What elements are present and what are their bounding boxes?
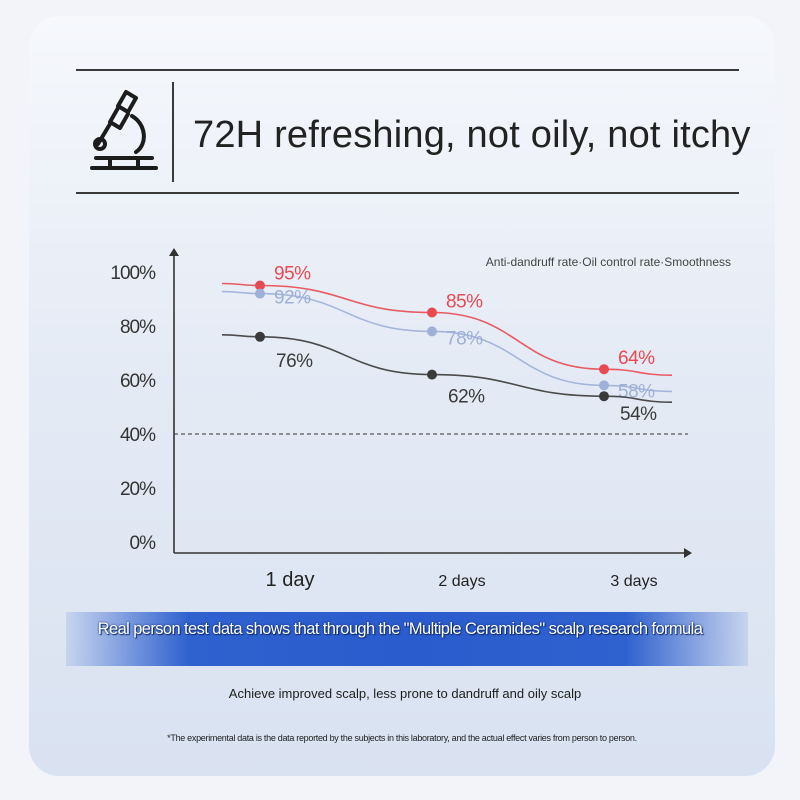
data-point — [255, 280, 265, 291]
data-label: 85% — [446, 292, 483, 313]
x-axis-arrow — [684, 548, 692, 558]
y-tick-label: 40% — [120, 425, 156, 446]
data-point — [427, 326, 437, 337]
y-tick-label: 100% — [110, 263, 156, 284]
header-divider — [76, 192, 739, 194]
header-separator — [172, 82, 174, 182]
data-label: 54% — [620, 404, 657, 425]
data-point — [599, 391, 609, 402]
data-point — [255, 288, 265, 299]
footnote: *The experimental data is the data repor… — [167, 733, 637, 743]
data-label: 62% — [448, 387, 485, 408]
banner-text: Real person test data shows that through… — [97, 620, 703, 638]
data-label: 95% — [274, 264, 311, 285]
data-point — [599, 380, 609, 391]
top-divider — [76, 69, 739, 71]
y-tick-label: 0% — [130, 533, 157, 554]
y-tick-label: 60% — [120, 371, 156, 392]
y-tick-label: 20% — [120, 479, 156, 500]
y-tick-label: 80% — [120, 317, 156, 338]
data-point — [255, 331, 265, 342]
x-tick-label: 1 day — [266, 569, 315, 591]
y-axis-arrow — [169, 248, 179, 256]
data-label: 92% — [274, 288, 311, 309]
banner — [66, 612, 748, 666]
data-label: 78% — [446, 328, 483, 349]
subtitle: Achieve improved scalp, less prone to da… — [228, 686, 582, 701]
microscope-icon — [90, 90, 158, 170]
data-point — [427, 307, 437, 318]
x-tick-label: 3 days — [610, 573, 657, 590]
data-label: 76% — [276, 351, 313, 372]
x-tick-label: 2 days — [438, 573, 485, 590]
data-point — [599, 364, 609, 375]
data-label: 64% — [618, 348, 655, 369]
page-title: 72H refreshing, not oily, not itchy — [193, 114, 751, 156]
legend-text: Anti-dandruff rate·Oil control rate·Smoo… — [486, 255, 731, 269]
data-point — [427, 369, 437, 380]
